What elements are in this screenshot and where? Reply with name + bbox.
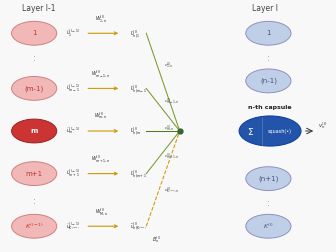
- Text: m+1: m+1: [26, 171, 43, 177]
- Text: $\tilde{u}^{(l-1)}_{K^{(l-1)}}$: $\tilde{u}^{(l-1)}_{K^{(l-1)}}$: [66, 220, 80, 232]
- Text: $\hat{u}^{(l)}_{n|m-1}$: $\hat{u}^{(l)}_{n|m-1}$: [129, 83, 146, 94]
- Text: squash(•): squash(•): [268, 129, 292, 134]
- Text: $B^{(l)}_{n}$: $B^{(l)}_{n}$: [152, 234, 161, 245]
- Ellipse shape: [11, 119, 57, 143]
- Text: $\hat{u}^{(l)}_{n|m+1}$: $\hat{u}^{(l)}_{n|m+1}$: [129, 168, 146, 179]
- Text: (n-1): (n-1): [260, 78, 277, 84]
- Text: :: :: [33, 54, 36, 63]
- Text: Layer l-1: Layer l-1: [23, 5, 56, 13]
- Text: $W^{(l)}_{1,n}$: $W^{(l)}_{1,n}$: [95, 13, 107, 24]
- Ellipse shape: [239, 116, 301, 146]
- Text: $\Sigma$: $\Sigma$: [247, 125, 254, 137]
- Text: $c^{(l)}_{m,n}$: $c^{(l)}_{m,n}$: [164, 124, 174, 134]
- Text: :: :: [33, 197, 36, 206]
- Text: $\tilde{u}^{(l-1)}_{m}$: $\tilde{u}^{(l-1)}_{m}$: [66, 125, 80, 136]
- Text: $W^{(l)}_{m-1,n}$: $W^{(l)}_{m-1,n}$: [91, 68, 111, 79]
- Text: $c^{(l)}_{m+1,n}$: $c^{(l)}_{m+1,n}$: [164, 151, 179, 162]
- Text: $\hat{u}^{(l)}_{n|m}$: $\hat{u}^{(l)}_{n|m}$: [129, 125, 140, 136]
- Text: $\hat{u}^{(l)}_{n|1}$: $\hat{u}^{(l)}_{n|1}$: [129, 28, 139, 39]
- Text: $\tilde{u}^{(l-1)}_{m-1}$: $\tilde{u}^{(l-1)}_{m-1}$: [66, 83, 80, 94]
- Text: $K^{(l-1)}$: $K^{(l-1)}$: [25, 222, 44, 231]
- Ellipse shape: [246, 69, 291, 93]
- Text: $W^{(l)}_{M,n}$: $W^{(l)}_{M,n}$: [95, 206, 108, 217]
- Text: $c^{(l)}_{m-1,n}$: $c^{(l)}_{m-1,n}$: [164, 96, 179, 107]
- Text: $K^{(l)}$: $K^{(l)}$: [263, 222, 274, 231]
- Text: (m-1): (m-1): [25, 85, 44, 92]
- Text: Layer l: Layer l: [252, 5, 278, 13]
- Ellipse shape: [11, 77, 57, 100]
- Text: $c^{(l)}_{1,n}$: $c^{(l)}_{1,n}$: [164, 60, 173, 71]
- Text: :: :: [267, 199, 270, 208]
- Text: $W^{(l)}_{m,n}$: $W^{(l)}_{m,n}$: [94, 111, 108, 121]
- Text: $\tilde{u}^{(l-1)}_{1}$: $\tilde{u}^{(l-1)}_{1}$: [66, 28, 80, 39]
- Text: $\hat{u}^{(l)}_{n|K^{(l-1)}}$: $\hat{u}^{(l)}_{n|K^{(l-1)}}$: [129, 220, 146, 232]
- Text: $c^{(l)}_{K^{(l-1)},n}$: $c^{(l)}_{K^{(l-1)},n}$: [164, 185, 179, 196]
- Text: n-th capsule: n-th capsule: [248, 105, 292, 110]
- Text: 1: 1: [32, 30, 36, 36]
- Ellipse shape: [11, 162, 57, 185]
- Text: (n+1): (n+1): [258, 175, 279, 182]
- Ellipse shape: [11, 214, 57, 238]
- Ellipse shape: [246, 21, 291, 45]
- Text: $\tilde{u}^{(l-1)}_{m+1}$: $\tilde{u}^{(l-1)}_{m+1}$: [66, 168, 80, 179]
- Text: :: :: [267, 54, 270, 63]
- Ellipse shape: [246, 214, 291, 238]
- Text: 1: 1: [266, 30, 270, 36]
- Ellipse shape: [11, 21, 57, 45]
- Ellipse shape: [246, 167, 291, 191]
- Text: m: m: [31, 128, 38, 134]
- Text: $W^{(l)}_{m+1,n}$: $W^{(l)}_{m+1,n}$: [91, 153, 111, 164]
- Text: $v^{(l)}_{n}$: $v^{(l)}_{n}$: [318, 121, 327, 131]
